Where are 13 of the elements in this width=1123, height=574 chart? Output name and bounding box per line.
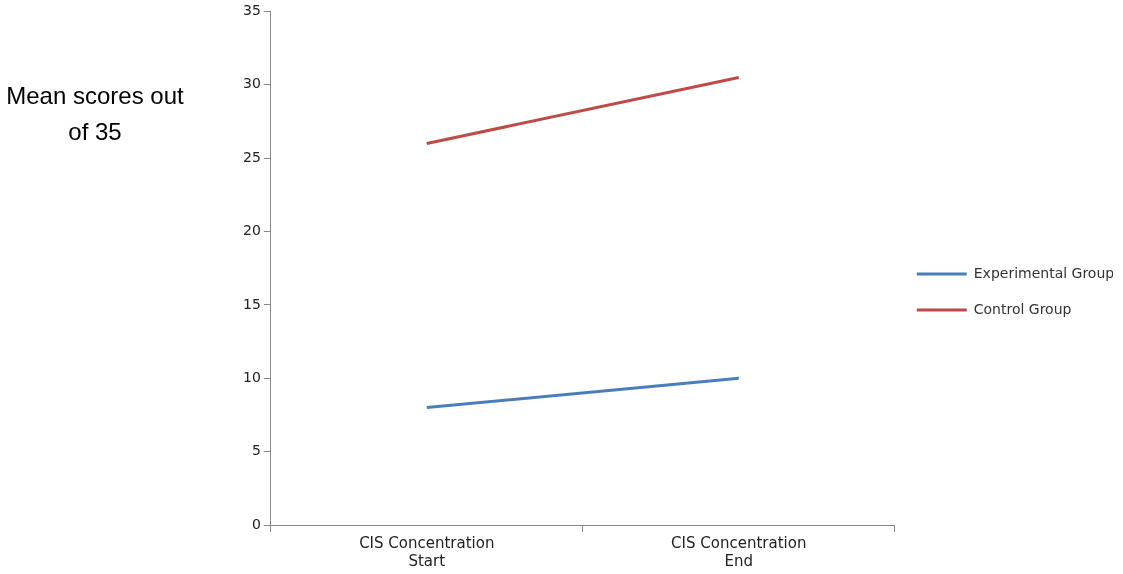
y-tick-label: 25 — [242, 148, 261, 165]
y-axis-title: Mean scores out of 35 — [5, 81, 185, 147]
y-tick-label: 35 — [242, 2, 261, 19]
x-tick-label: CIS Concentration End — [671, 533, 807, 570]
y-tick-label: 5 — [251, 442, 261, 459]
y-tick-label: 15 — [242, 295, 261, 312]
legend-label: Experimental Group — [973, 264, 1115, 281]
y-tick-label: 20 — [242, 222, 261, 239]
legend-label: Control Group — [973, 300, 1072, 317]
y-tick-label: 10 — [242, 368, 261, 385]
x-tick-label: CIS Concentration Start — [359, 533, 495, 570]
y-tick-label: 30 — [242, 75, 261, 92]
y-tick-label: 0 — [251, 515, 261, 532]
